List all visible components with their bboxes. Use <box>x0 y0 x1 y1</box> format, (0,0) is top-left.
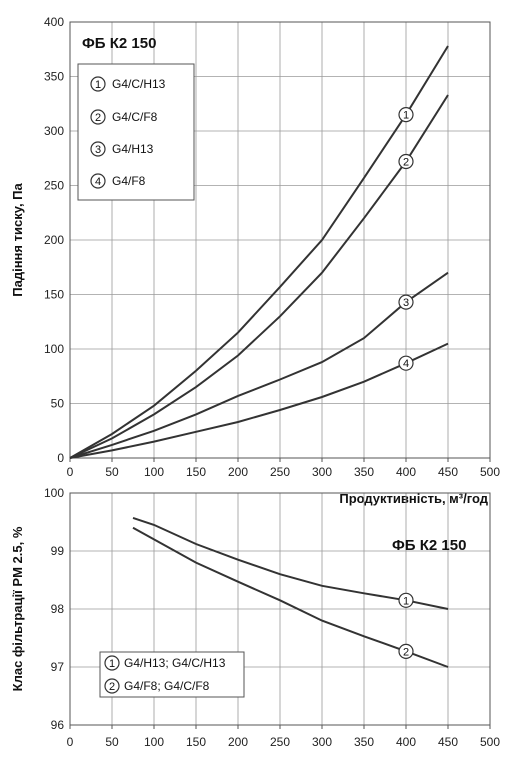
y-tick-label: 0 <box>57 451 64 465</box>
y-tick-label: 100 <box>44 342 64 356</box>
x-tick-label: 250 <box>270 735 290 749</box>
x-tick-label: 450 <box>438 735 458 749</box>
legend-marker-4 <box>90 173 106 189</box>
y-tick-label: 300 <box>44 124 64 138</box>
series-marker-3 <box>398 294 414 310</box>
series-marker-label: 1 <box>403 110 409 122</box>
legend-marker-2 <box>104 678 120 694</box>
series-line-1 <box>69 45 449 459</box>
legend-box <box>99 651 245 698</box>
legend-marker-3 <box>90 141 106 157</box>
x-tick-label: 100 <box>144 735 164 749</box>
series-marker-1 <box>398 107 414 123</box>
y-tick-label: 97 <box>51 660 65 674</box>
series-marker-label: 3 <box>403 297 409 309</box>
series-marker-label: 2 <box>403 646 409 658</box>
series-marker-label: 1 <box>403 595 409 607</box>
y-tick-label: 50 <box>51 397 65 411</box>
legend-marker-label: 2 <box>109 681 115 693</box>
x-tick-label: 200 <box>228 465 248 479</box>
x-tick-label: 400 <box>396 465 416 479</box>
legend-marker-label: 2 <box>95 112 101 124</box>
series-marker-2 <box>398 643 414 659</box>
x-tick-label: 0 <box>67 465 74 479</box>
y-tick-label: 96 <box>51 718 65 732</box>
legend-marker-label: 1 <box>109 658 115 670</box>
series-marker-label: 4 <box>403 358 409 370</box>
x-tick-label: 300 <box>312 465 332 479</box>
legend-marker-label: 3 <box>95 144 101 156</box>
series-line-4 <box>69 342 449 459</box>
x-tick-label: 50 <box>105 465 119 479</box>
series-line-2 <box>69 94 449 459</box>
x-tick-label: 150 <box>186 465 206 479</box>
x-tick-label: 200 <box>228 735 248 749</box>
legend-entry: G4/F8; G4/C/F8 <box>124 679 210 693</box>
chart-title: ФБ К2 150 <box>392 537 466 554</box>
series-marker-label: 2 <box>403 157 409 169</box>
x-axis-title: Продуктивність, м³/год <box>339 491 488 506</box>
series-marker-4 <box>398 355 414 371</box>
y-tick-label: 400 <box>44 15 64 29</box>
x-tick-label: 500 <box>480 735 500 749</box>
x-tick-label: 350 <box>354 465 374 479</box>
series-line-3 <box>69 271 449 459</box>
legend-entry: G4/H13; G4/C/H13 <box>124 656 226 670</box>
y-tick-label: 150 <box>44 288 64 302</box>
x-tick-label: 300 <box>312 735 332 749</box>
x-tick-label: 0 <box>67 735 74 749</box>
legend-entry: G4/C/H13 <box>112 77 166 91</box>
y-axis-title: Клас фільтрації PM 2.5, % <box>10 526 25 691</box>
legend-entry: G4/H13 <box>112 142 154 156</box>
y-axis-title: Падіння тиску, Па <box>10 182 25 296</box>
y-tick-label: 98 <box>51 602 65 616</box>
x-tick-label: 150 <box>186 735 206 749</box>
x-tick-label: 250 <box>270 465 290 479</box>
pressure-drop-chart: 0 50 100 150 200 250 300 350 400 450 500 0 50 100 150 2… <box>10 15 500 506</box>
filtration-class-chart: 0 50 100 150 200 250 300 350 400 450 500 96 97 98 99 10… <box>10 486 500 749</box>
legend-marker-label: 1 <box>95 79 101 91</box>
series-marker-2 <box>398 153 414 170</box>
series-line-2 <box>132 526 449 668</box>
x-tick-label: 400 <box>396 735 416 749</box>
series-line-1 <box>132 516 449 610</box>
y-tick-label: 99 <box>51 544 65 558</box>
series-marker-1 <box>398 592 414 608</box>
y-tick-label: 250 <box>44 179 64 193</box>
x-tick-label: 500 <box>480 465 500 479</box>
x-tick-label: 100 <box>144 465 164 479</box>
legend-marker-2 <box>90 109 106 125</box>
y-tick-label: 350 <box>44 70 64 84</box>
chart-title: ФБ К2 150 <box>82 35 156 52</box>
y-tick-label: 100 <box>44 486 64 500</box>
y-tick-label: 200 <box>44 233 64 247</box>
legend-marker-1 <box>90 76 106 92</box>
legend-marker-1 <box>104 655 120 671</box>
x-tick-label: 450 <box>438 465 458 479</box>
legend-marker-label: 4 <box>95 176 101 188</box>
x-tick-label: 350 <box>354 735 374 749</box>
legend-entry: G4/C/F8 <box>112 110 158 124</box>
legend-entry: G4/F8 <box>112 174 146 188</box>
x-tick-label: 50 <box>105 735 119 749</box>
